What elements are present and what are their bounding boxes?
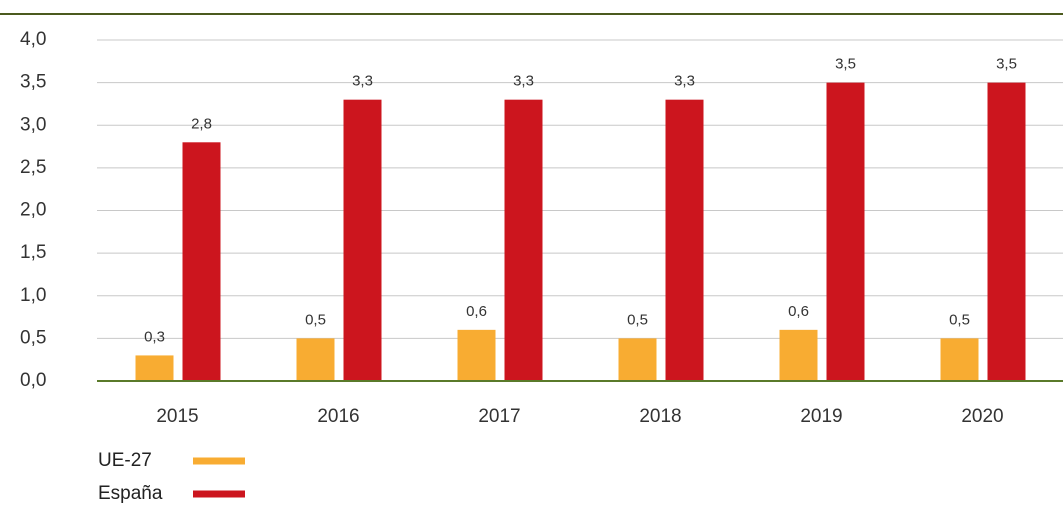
value-label: 2,8 (191, 115, 212, 132)
bar (987, 82, 1026, 381)
value-label: 3,5 (996, 56, 1017, 73)
legend-label: España (98, 483, 163, 504)
bar (665, 99, 704, 382)
value-label: 0,6 (788, 303, 809, 320)
bar (296, 338, 335, 381)
x-tick-label: 2019 (800, 406, 842, 427)
x-tick-label: 2017 (478, 406, 520, 427)
value-label: 3,3 (674, 73, 695, 90)
value-label: 3,5 (835, 56, 856, 73)
x-tick-label: 2016 (317, 406, 359, 427)
bar (826, 82, 865, 381)
y-tick-label: 4,0 (20, 29, 46, 50)
y-tick-label: 1,5 (20, 242, 46, 263)
value-label: 0,5 (949, 311, 970, 328)
bar (504, 99, 543, 382)
x-tick-label: 2020 (961, 406, 1003, 427)
bar (343, 99, 382, 382)
y-tick-label: 1,0 (20, 285, 46, 306)
bar (457, 329, 496, 381)
bar (182, 142, 221, 381)
x-tick-label: 2015 (156, 406, 198, 427)
bar (135, 355, 174, 381)
legend-label: UE-27 (98, 450, 152, 471)
value-label: 3,3 (352, 73, 373, 90)
y-tick-label: 2,5 (20, 157, 46, 178)
x-tick-label: 2018 (639, 406, 681, 427)
value-label: 3,3 (513, 73, 534, 90)
y-tick-label: 2,0 (20, 200, 46, 221)
value-label: 0,3 (144, 328, 165, 345)
value-label: 0,5 (627, 311, 648, 328)
value-label: 0,6 (466, 303, 487, 320)
bar (940, 338, 979, 381)
bar (618, 338, 657, 381)
y-tick-label: 0,0 (20, 370, 46, 391)
y-tick-label: 3,0 (20, 114, 46, 135)
bar (779, 329, 818, 381)
y-tick-label: 3,5 (20, 72, 46, 93)
y-tick-label: 0,5 (20, 327, 46, 348)
value-label: 0,5 (305, 311, 326, 328)
